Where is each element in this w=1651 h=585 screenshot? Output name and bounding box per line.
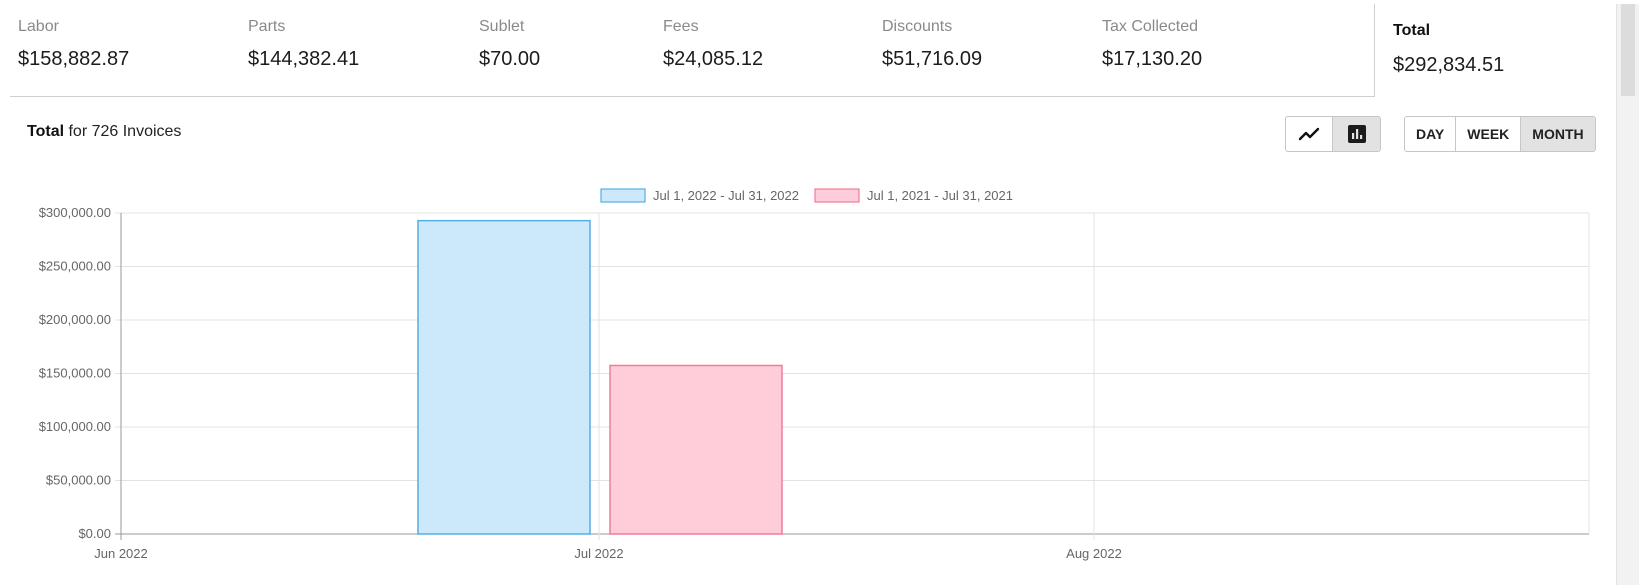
y-tick-label: $50,000.00 <box>46 473 111 488</box>
bar-chart-button[interactable] <box>1333 117 1380 151</box>
week-button[interactable]: WEEK <box>1456 117 1522 151</box>
vertical-scrollbar[interactable] <box>1616 4 1639 585</box>
day-button[interactable]: DAY <box>1405 117 1457 151</box>
legend-label: Jul 1, 2022 - Jul 31, 2022 <box>653 188 799 203</box>
y-tick-label: $150,000.00 <box>39 366 111 381</box>
bar-current-period <box>417 219 591 535</box>
range-toggle: DAY WEEK MONTH <box>1404 116 1596 152</box>
stat-parts: Parts $144,382.41 <box>248 18 359 71</box>
stat-label: Discounts <box>882 18 953 35</box>
line-chart-icon <box>1298 127 1320 141</box>
x-tick-label: Aug 2022 <box>1066 546 1122 561</box>
stat-label: Parts <box>248 18 286 35</box>
stat-value: $24,085.12 <box>663 48 764 70</box>
stat-tax-collected: Tax Collected $17,130.20 <box>1102 18 1202 71</box>
y-tick-label: $250,000.00 <box>39 259 111 274</box>
scrollbar-thumb[interactable] <box>1621 4 1635 96</box>
line-chart-button[interactable] <box>1286 117 1333 151</box>
total-value: $292,834.51 <box>1393 54 1505 76</box>
x-tick-label: Jul 2022 <box>574 546 623 561</box>
stat-discounts: Discounts $51,716.09 <box>882 18 982 71</box>
x-tick-label: Jun 2022 <box>94 546 148 561</box>
stat-value: $51,716.09 <box>882 48 983 70</box>
legend-swatch <box>814 188 860 203</box>
total-card: Total $292,834.51 <box>1374 4 1616 97</box>
caption-rest: for 726 Invoices <box>64 123 182 140</box>
summary-bar: Labor $158,882.87 Parts $144,382.41 Subl… <box>10 4 1375 97</box>
stat-fees: Fees $24,085.12 <box>663 18 763 71</box>
stat-value: $158,882.87 <box>18 48 130 70</box>
stat-label: Fees <box>663 18 699 35</box>
y-tick-label: $200,000.00 <box>39 312 111 327</box>
stat-label: Tax Collected <box>1102 18 1199 35</box>
legend-swatch <box>600 188 646 203</box>
y-tick-label: $300,000.00 <box>39 205 111 220</box>
bar-chart: $0.00 $50,000.00 $100,000.00 $150,000.00 $20… <box>39 188 1590 561</box>
stat-value: $70.00 <box>479 48 541 70</box>
total-label: Total <box>1393 22 1431 39</box>
chart-type-toggle <box>1285 116 1381 152</box>
stat-labor: Labor $158,882.87 <box>18 18 129 71</box>
invoice-caption: Total for 726 Invoices <box>27 123 181 141</box>
y-tick-label: $0.00 <box>78 526 111 541</box>
bar-prior-period <box>609 364 783 535</box>
month-button[interactable]: MONTH <box>1521 117 1595 151</box>
stat-value: $144,382.41 <box>248 48 360 70</box>
stat-label: Labor <box>18 18 59 35</box>
stat-sublet: Sublet $70.00 <box>479 18 540 71</box>
caption-bold: Total <box>27 123 65 140</box>
stat-label: Sublet <box>479 18 525 35</box>
y-tick-label: $100,000.00 <box>39 419 111 434</box>
legend-label: Jul 1, 2021 - Jul 31, 2021 <box>867 188 1013 203</box>
bar-chart-icon <box>1347 125 1366 143</box>
stat-value: $17,130.20 <box>1102 48 1203 70</box>
